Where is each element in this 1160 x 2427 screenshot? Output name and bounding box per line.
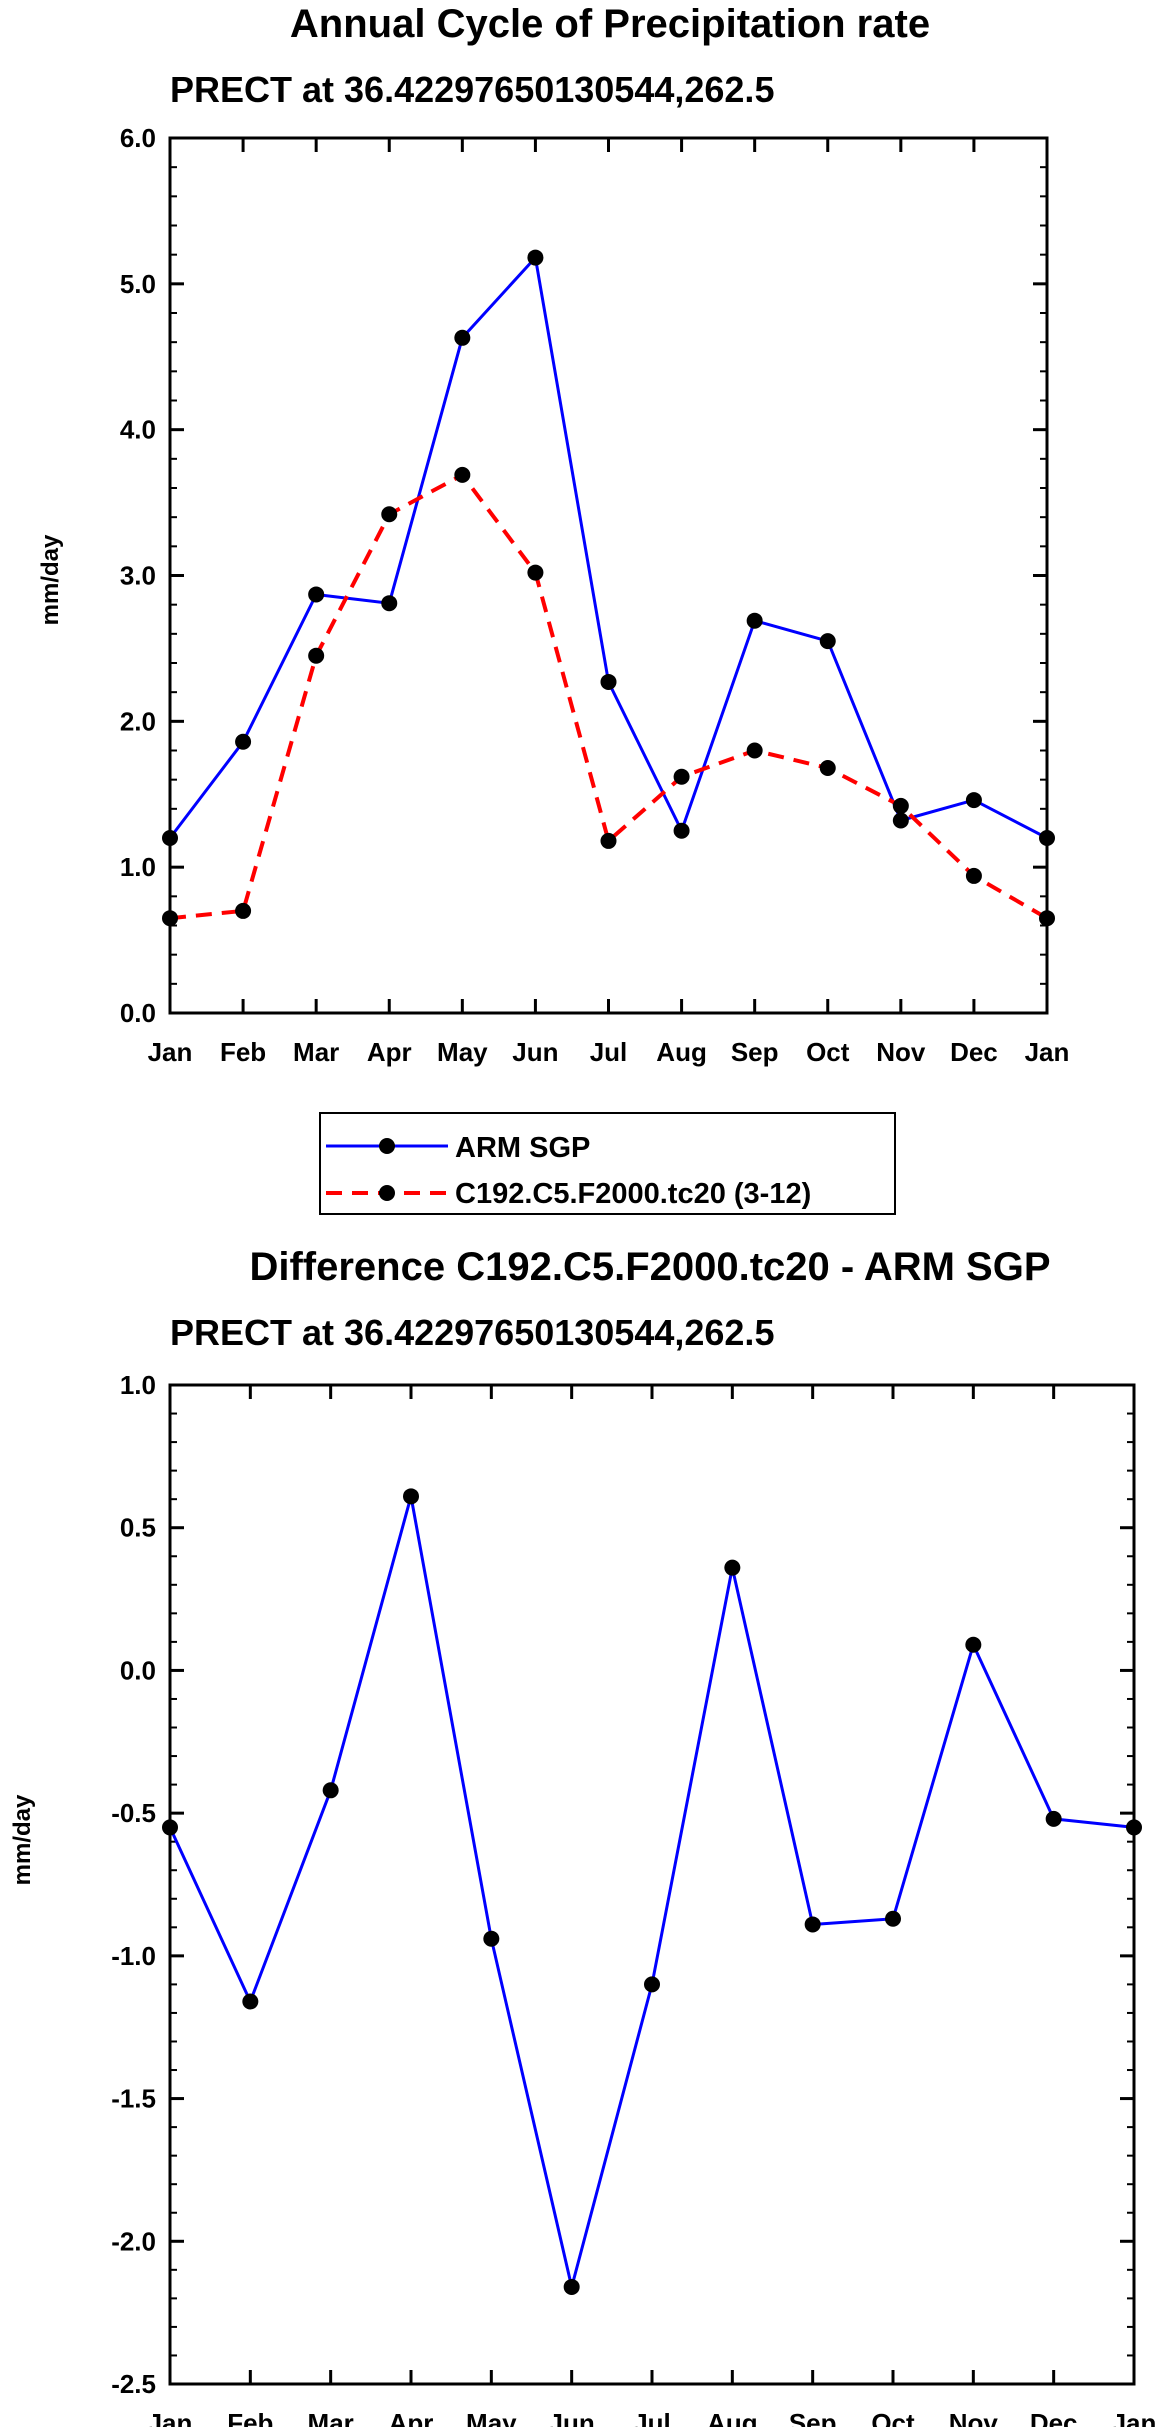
chart1-x-tick-label: Nov [876, 1037, 926, 1067]
chart-difference: Difference C192.C5.F2000.tc20 - ARM SGP … [9, 1245, 1156, 2427]
chart1-x-tick-label: Feb [220, 1037, 266, 1067]
chart1-x-tick-label: Jan [1025, 1037, 1070, 1067]
chart2-y-axis-label: mm/day [9, 1794, 36, 1885]
chart2-x-tick-label: Jan [1112, 2408, 1157, 2427]
chart2-x-tick-label: Aug [707, 2408, 758, 2427]
chart1-x-tick-label: May [437, 1037, 488, 1067]
chart1-series-0-point [308, 586, 325, 603]
chart1-series-1-point [673, 768, 690, 785]
chart1-series-0-point [892, 812, 909, 829]
chart1-title: Annual Cycle of Precipitation rate [290, 2, 930, 46]
chart1-y-tick-label: 2.0 [120, 706, 156, 736]
legend-label-arm-sgp: ARM SGP [455, 1132, 590, 1164]
chart2-frame [168, 1383, 1136, 2386]
chart-annual-cycle: Annual Cycle of Precipitation rate PRECT… [37, 2, 1069, 1067]
chart1-axes: 0.0 1.0 2.0 3.0 4.0 5.0 6.0 Jan Feb Mar Apr May Jun J… [120, 123, 1070, 1067]
chart1-y-tick-label: 3.0 [120, 561, 156, 591]
chart2-y-tick-label: 1.0 [120, 1370, 156, 1400]
chart2-x-tick-label: Sep [789, 2408, 837, 2427]
chart2-y-tick-label: -1.5 [111, 2084, 156, 2114]
chart2-x-tick-label: Nov [949, 2408, 999, 2427]
chart1-series-line-0 [168, 256, 1048, 840]
chart1-series-1-point [381, 506, 398, 523]
chart2-series-0-point [724, 1559, 741, 1576]
chart2-y-tick-label: 0.0 [120, 1655, 156, 1685]
chart1-series-1-point [235, 902, 252, 919]
chart2-y-tick-label: -2.5 [111, 2369, 156, 2399]
legend-marker-model [379, 1185, 395, 1201]
chart1-y-tick-label: 1.0 [120, 852, 156, 882]
chart1-series-1-point [746, 742, 763, 759]
chart1-x-tick-label: Jul [590, 1037, 628, 1067]
chart2-series-0-point [644, 1976, 660, 1993]
chart1-series-0-point [454, 329, 471, 346]
chart2-series-0-point [965, 1636, 982, 1653]
chart1-series-1-point [892, 797, 909, 814]
chart2-series-line-0 [168, 1494, 1135, 2289]
chart1-y-axis-label: mm/day [37, 534, 64, 625]
chart1-y-tick-label: 4.0 [120, 415, 156, 445]
chart2-y-tick-label: -2.0 [111, 2226, 156, 2256]
chart1-series-1-point [819, 760, 836, 776]
chart1-plot-area [162, 249, 1055, 927]
chart2-series-0-point [804, 1916, 821, 1933]
chart2-series-0-point [242, 1993, 259, 2010]
chart2-series-0-point [1045, 1810, 1062, 1827]
chart2-y-tick-label: 0.5 [120, 1513, 156, 1543]
chart2-x-tick-label: Apr [389, 2408, 434, 2427]
chart2-series-0-point [885, 1910, 901, 1927]
chart1-series-1-point [454, 466, 471, 483]
chart1-y-tick-label: 5.0 [120, 269, 156, 299]
chart2-x-tick-label: Mar [308, 2408, 354, 2427]
chart2-x-tick-label: Feb [227, 2408, 273, 2427]
chart1-series-0-point [965, 792, 982, 809]
chart1-frame [168, 136, 1049, 1015]
chart1-y-tick-label: 6.0 [120, 123, 156, 153]
chart2-y-tick-label: -0.5 [111, 1798, 156, 1828]
chart1-x-tick-label: Jun [512, 1037, 558, 1067]
chart2-x-tick-label: Jun [549, 2408, 595, 2427]
chart2-y-tick-label: -1.0 [111, 1941, 156, 1971]
chart1-series-0-point [819, 633, 836, 650]
legend-label-model: C192.C5.F2000.tc20 (3-12) [455, 1178, 811, 1210]
chart1-series-1-point [965, 867, 982, 884]
chart2-x-tick-label: Jul [633, 2408, 671, 2427]
chart2-x-tick-label: May [466, 2408, 517, 2427]
chart1-x-tick-label: Dec [950, 1037, 998, 1067]
chart2-x-tick-label: Jan [148, 2408, 193, 2427]
chart1-series-0-point [673, 822, 690, 839]
chart1-x-tick-label: Oct [806, 1037, 850, 1067]
chart2-title: Difference C192.C5.F2000.tc20 - ARM SGP [249, 1245, 1050, 1289]
chart1-x-tick-label: Mar [293, 1037, 339, 1067]
chart1-series-0-point [235, 733, 252, 750]
legend: ARM SGP C192.C5.F2000.tc20 (3-12) [319, 1112, 896, 1215]
chart1-x-tick-label: Jan [148, 1037, 193, 1067]
chart1-x-tick-label: Sep [731, 1037, 779, 1067]
chart1-series-0-point [600, 673, 617, 690]
chart2-plot-area [162, 1488, 1142, 2295]
chart2-series-0-point [563, 2278, 580, 2295]
chart1-y-tick-label: 0.0 [120, 998, 156, 1028]
chart2-x-tick-label: Dec [1030, 2408, 1078, 2427]
chart2-series-0-point [322, 1782, 339, 1799]
chart1-series-0-point [527, 249, 544, 266]
chart1-x-tick-label: Apr [367, 1037, 412, 1067]
chart1-x-tick-label: Aug [656, 1037, 707, 1067]
chart1-series-1-point [527, 564, 544, 581]
chart2-axes: -2.5 -2.0 -1.5 -1.0 -0.5 0.0 0.5 1.0 Jan Feb Mar Ap… [111, 1370, 1156, 2427]
chart2-x-tick-label: Oct [871, 2408, 915, 2427]
chart2-subtitle: PRECT at 36.42297650130544,262.5 [170, 1312, 774, 1353]
chart2-series-0-point [483, 1930, 500, 1947]
chart2-series-0-point [403, 1488, 419, 1505]
legend-marker-arm-sgp [379, 1138, 395, 1154]
chart1-series-0-point [746, 612, 763, 629]
legend-box [319, 1112, 896, 1215]
chart1-subtitle: PRECT at 36.42297650130544,262.5 [170, 69, 774, 110]
chart1-series-line-1 [169, 472, 1049, 921]
chart1-series-0-point [381, 595, 398, 612]
chart1-series-1-point [600, 832, 617, 849]
chart1-series-1-point [308, 647, 325, 664]
